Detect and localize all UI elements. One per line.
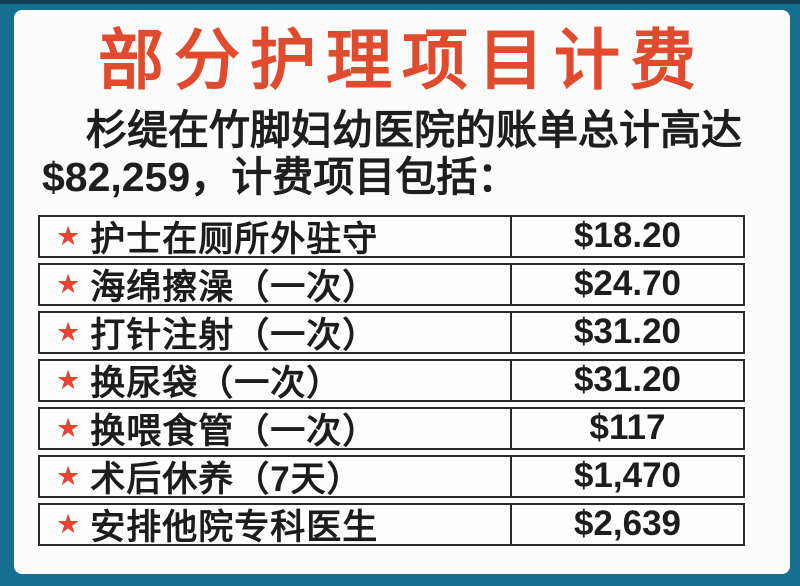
fee-item-price: $1,470 (510, 456, 743, 496)
fee-item-price: $117 (510, 408, 743, 448)
fee-item-label: 护士在厕所外驻守 (90, 219, 379, 256)
fee-item-label: 换喂食管（一次） (90, 411, 379, 448)
fee-item-label: 安排他院专科医生 (90, 507, 379, 544)
fee-item-label: 术后休养（7天） (90, 459, 363, 496)
table-row: ★ 打针注射（一次） $31.20 (38, 310, 745, 354)
fee-item-cell: ★ 换尿袋（一次） (40, 361, 510, 400)
fee-item-price: $31.20 (510, 312, 743, 352)
fee-item-price: $24.70 (510, 264, 743, 304)
fee-item-label: 打针注射（一次） (90, 315, 379, 352)
star-icon: ★ (56, 268, 81, 299)
table-row: ★ 换尿袋（一次） $31.20 (38, 358, 745, 402)
fee-item-cell: ★ 护士在厕所外驻守 (40, 217, 510, 256)
star-icon: ★ (56, 220, 81, 251)
fee-item-price: $18.20 (510, 216, 743, 256)
star-icon: ★ (56, 460, 81, 491)
fee-item-label: 海绵擦澡（一次） (90, 267, 379, 304)
intro-line-1: 杉缇在竹脚妇幼医院的账单总计高达 (86, 106, 742, 153)
fee-item-cell: ★ 海绵擦澡（一次） (40, 265, 510, 304)
fees-table: ★ 护士在厕所外驻守 $18.20 ★ 海绵擦澡（一次） $24.70 ★ 打针… (38, 214, 745, 546)
table-row: ★ 安排他院专科医生 $2,639 (38, 502, 745, 546)
intro-line-2: $82,259，计费项目包括： (42, 153, 519, 200)
table-row: ★ 海绵擦澡（一次） $24.70 (38, 262, 745, 306)
fee-item-label: 换尿袋（一次） (90, 363, 343, 400)
star-icon: ★ (56, 412, 81, 443)
fee-item-cell: ★ 术后休养（7天） (40, 457, 510, 496)
fee-item-cell: ★ 换喂食管（一次） (40, 409, 510, 448)
star-icon: ★ (56, 316, 81, 347)
table-row: ★ 护士在厕所外驻守 $18.20 (38, 214, 745, 258)
fee-item-price: $2,639 (510, 504, 743, 544)
fee-item-cell: ★ 安排他院专科医生 (40, 505, 510, 544)
table-row: ★ 术后休养（7天） $1,470 (38, 454, 745, 498)
top-dark-edge (0, 0, 800, 4)
intro-text: 杉缇在竹脚妇幼医院的账单总计高达 $82,259，计费项目包括： (42, 107, 764, 201)
fee-item-price: $31.20 (510, 360, 743, 400)
infographic-card: 部分护理项目计费 杉缇在竹脚妇幼医院的账单总计高达 $82,259，计费项目包括… (14, 10, 790, 574)
star-icon: ★ (56, 364, 81, 395)
star-icon: ★ (56, 508, 81, 539)
page-title: 部分护理项目计费 (98, 23, 706, 97)
table-row: ★ 换喂食管（一次） $117 (38, 406, 745, 450)
fee-item-cell: ★ 打针注射（一次） (40, 313, 510, 352)
